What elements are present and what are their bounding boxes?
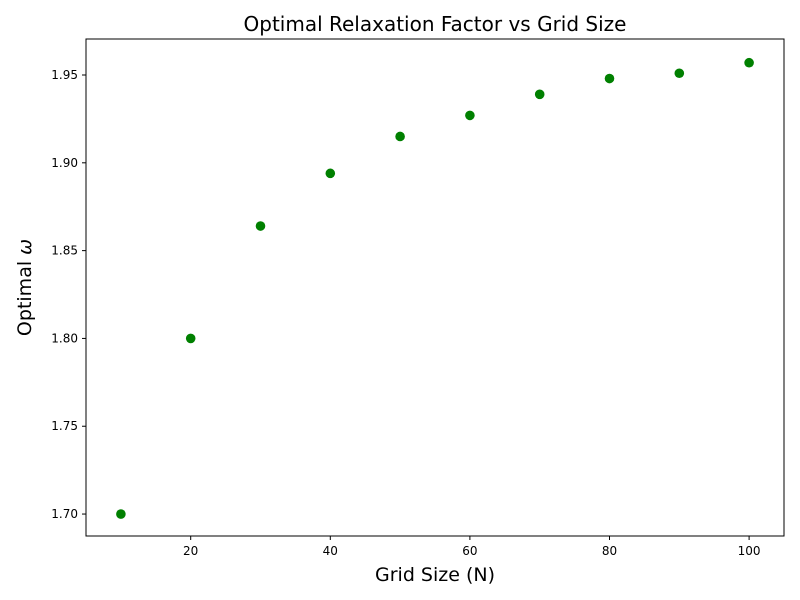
x-tick-label: 100 [738,544,761,558]
y-tick-label: 1.75 [51,419,78,433]
data-point [325,168,336,179]
data-point [255,221,266,231]
data-point [534,89,545,100]
data-points [116,57,754,519]
plot-frame [85,38,785,537]
data-point [674,68,685,79]
data-point [395,131,405,142]
x-axis: 20 40 60 80 100 [183,536,761,558]
x-axis-label: Grid Size (N) [375,564,495,586]
y-axis-label-omega: ω [14,239,36,255]
y-axis: 1.70 1.75 1.80 1.85 1.90 1.95 [51,68,86,521]
y-tick-label: 1.95 [51,68,78,82]
y-tick-label: 1.90 [51,156,78,170]
x-tick-label: 60 [462,544,477,558]
y-tick-label: 1.70 [51,507,78,521]
x-tick-label: 40 [323,544,338,558]
chart-title: Optimal Relaxation Factor vs Grid Size [244,12,627,36]
data-point [465,110,475,121]
x-tick-label: 80 [602,544,617,558]
y-axis-label: Optimal ω [14,239,36,336]
data-point [185,333,196,344]
data-point [744,57,754,68]
data-point [116,509,126,519]
y-axis-label-prefix: Optimal [14,255,36,336]
y-tick-label: 1.80 [51,331,78,345]
data-point [604,73,615,84]
x-tick-label: 20 [183,544,198,558]
y-tick-label: 1.85 [51,244,78,258]
